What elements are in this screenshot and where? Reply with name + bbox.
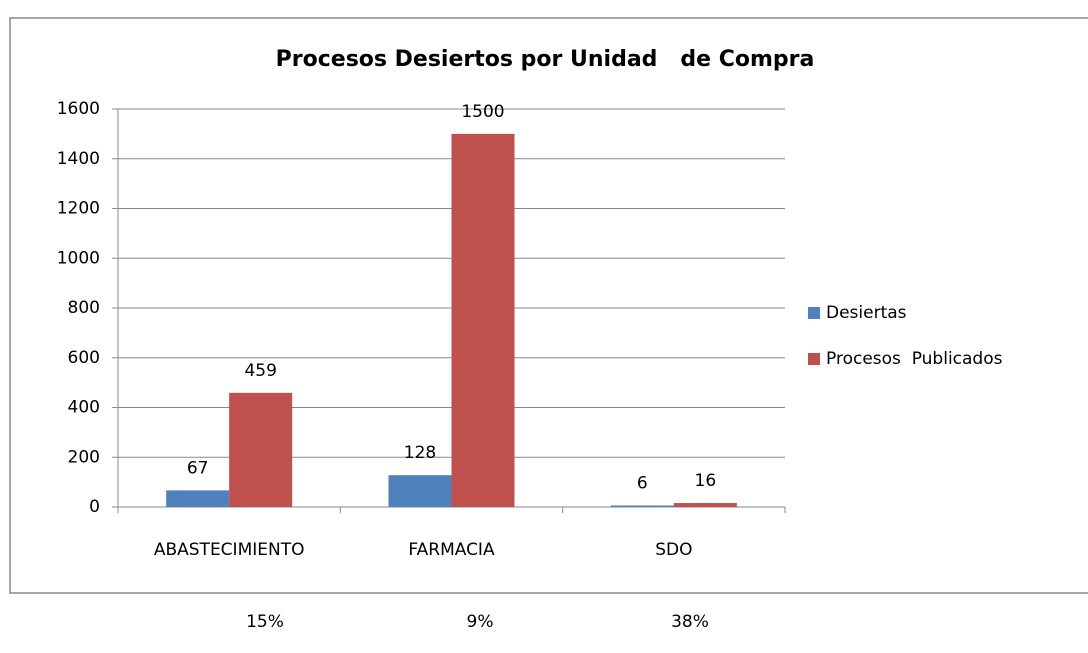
bar [451, 133, 515, 507]
y-tick-label: 0 [89, 497, 100, 517]
y-tick-label: 1200 [57, 199, 100, 219]
legend-swatch [808, 353, 820, 365]
y-tick-label: 200 [68, 447, 100, 467]
x-tick-label: SDO [655, 540, 692, 560]
data-label: 1500 [461, 102, 504, 122]
bar [673, 503, 737, 507]
y-tick-label: 600 [68, 348, 100, 368]
y-tick-label: 400 [68, 398, 100, 418]
x-tick-label: ABASTECIMIENTO [154, 540, 305, 560]
data-label: 128 [404, 443, 436, 463]
y-tick-label: 1600 [57, 99, 100, 119]
legend-label: Desiertas [826, 303, 907, 323]
y-tick-label: 800 [68, 298, 100, 318]
legend-swatch [808, 307, 820, 319]
bar [166, 490, 230, 507]
bar [388, 475, 452, 507]
x-tick-label: FARMACIA [408, 540, 495, 560]
bar [610, 505, 674, 507]
legend-label: Procesos Publicados [826, 349, 1003, 369]
chart-title: Procesos Desiertos por Unidad de Compra [276, 47, 815, 72]
y-tick-label: 1400 [57, 149, 100, 169]
percentage-label: 9% [467, 612, 494, 632]
y-tick-label: 1000 [57, 248, 100, 268]
percentage-label: 15% [246, 612, 284, 632]
data-label: 67 [187, 458, 209, 478]
data-label: 459 [244, 361, 276, 381]
bar [229, 392, 293, 507]
data-label: 6 [637, 474, 648, 494]
percentage-label: 38% [671, 612, 709, 632]
data-label: 16 [695, 471, 717, 491]
